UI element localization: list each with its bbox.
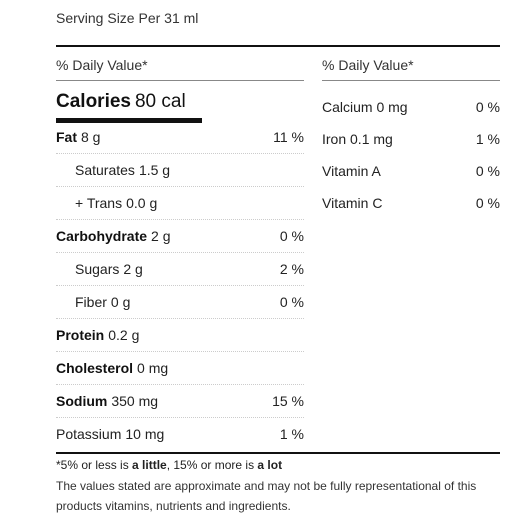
nutrient-name: Saturates 1.5 g [56, 154, 170, 186]
nutrient-amount: 1.5 g [138, 162, 171, 178]
nutrient-name: Potassium 10 mg [56, 418, 164, 450]
footnote-middle: , 15% or more is [166, 458, 258, 472]
calories-label: Calories [56, 91, 131, 112]
vitamin-row: Iron 0.1 mg 1 % [322, 123, 500, 155]
nutrient-label: Fat [56, 129, 77, 145]
calories-row: Calories 80 cal [56, 83, 304, 121]
daily-value-header-right: % Daily Value* [322, 55, 500, 81]
footnote-disclaimer: The values stated are approximate and ma… [56, 479, 477, 513]
vitamin-percent: 0 % [475, 163, 500, 179]
nutrient-percent: 15 % [272, 393, 304, 409]
nutrient-amount: 0 g [110, 294, 131, 310]
footnote-prefix: *5% or less is [56, 458, 133, 472]
vitamin-row: Vitamin C 0 % [322, 187, 500, 219]
nutrient-amount: 8 g [81, 129, 101, 145]
nutrient-row: Protein 0.2 g [56, 319, 304, 352]
nutrient-row: Saturates 1.5 g [56, 154, 304, 187]
nutrient-row: Fat 8 g 11 % [56, 121, 304, 154]
nutrient-label: + Trans [75, 195, 123, 211]
nutrient-row: Carbohydrate 2 g 0 % [56, 220, 304, 253]
vitamin-row: Vitamin A 0 % [322, 155, 500, 187]
footnote-daily-value: *5% or less is a little, 15% or more is … [56, 458, 282, 472]
serving-size: Serving Size Per 31 ml [56, 10, 199, 26]
nutrient-name: Sugars 2 g [56, 253, 143, 285]
nutrient-name: + Trans 0.0 g [56, 187, 157, 219]
vitamin-name: Vitamin A [322, 163, 381, 179]
nutrient-list: Fat 8 g 11 % Saturates 1.5 g + Trans 0.0 g Carb… [56, 121, 304, 450]
nutrient-row: + Trans 0.0 g [56, 187, 304, 220]
nutrient-row: Sodium 350 mg 15 % [56, 385, 304, 418]
nutrient-amount: 350 mg [111, 393, 159, 409]
top-divider [56, 45, 500, 47]
nutrient-amount: 0.2 g [108, 327, 140, 343]
bottom-divider [56, 452, 500, 454]
nutrient-percent: 11 % [273, 129, 304, 145]
calories-value: 80 cal [134, 91, 186, 112]
vitamin-name: Vitamin C [322, 195, 383, 211]
vitamin-name: Iron 0.1 mg [322, 131, 393, 147]
spacer [322, 81, 500, 91]
vitamin-list: Calcium 0 mg 0 % Iron 0.1 mg 1 % Vitamin A 0 … [322, 91, 500, 219]
vitamin-name: Calcium 0 mg [322, 99, 408, 115]
nutrient-label: Fiber [75, 294, 107, 310]
nutrient-name: Fat 8 g [56, 121, 100, 153]
nutrient-label: Carbohydrate [56, 228, 148, 244]
nutrient-name: Protein 0.2 g [56, 319, 139, 351]
nutrient-percent: 2 % [279, 261, 304, 277]
vitamin-percent: 0 % [475, 99, 500, 115]
nutrient-row: Fiber 0 g 0 % [56, 286, 304, 319]
nutrient-amount: 0 mg [137, 360, 169, 376]
nutrient-label: Sugars [75, 261, 120, 277]
vitamin-percent: 1 % [475, 131, 500, 147]
nutrient-label: Potassium [56, 426, 122, 442]
nutrient-amount: 0.0 g [126, 195, 158, 211]
nutrient-name: Cholesterol 0 mg [56, 352, 168, 384]
daily-value-header-left: % Daily Value* [56, 55, 304, 81]
footnote-little: a little [132, 458, 167, 472]
nutrient-row: Cholesterol 0 mg [56, 352, 304, 385]
nutrient-name: Fiber 0 g [56, 286, 130, 318]
nutrient-label: Sodium [56, 393, 108, 409]
nutrient-label: Saturates [75, 162, 135, 178]
nutrient-label: Protein [56, 327, 105, 343]
nutrient-percent: 0 % [279, 294, 304, 310]
nutrient-amount: 2 g [123, 261, 143, 277]
nutrient-row: Potassium 10 mg 1 % [56, 418, 304, 450]
nutrient-amount: 10 mg [125, 426, 165, 442]
nutrient-row: Sugars 2 g 2 % [56, 253, 304, 286]
vitamin-percent: 0 % [475, 195, 500, 211]
nutrient-percent: 0 % [279, 228, 304, 244]
nutrient-label: Cholesterol [56, 360, 134, 376]
calories-underline [56, 118, 202, 123]
nutrient-amount: 2 g [151, 228, 171, 244]
nutrient-column-right: % Daily Value* Calcium 0 mg 0 % Iron 0.1 m… [322, 55, 500, 219]
nutrient-column-left: % Daily Value* Calories 80 cal Fat 8 g 11 %… [56, 55, 304, 450]
nutrient-percent: 1 % [279, 426, 304, 442]
footnote-lot: a lot [257, 458, 283, 472]
nutrient-name: Sodium 350 mg [56, 385, 158, 417]
nutrient-name: Carbohydrate 2 g [56, 220, 171, 252]
vitamin-row: Calcium 0 mg 0 % [322, 91, 500, 123]
